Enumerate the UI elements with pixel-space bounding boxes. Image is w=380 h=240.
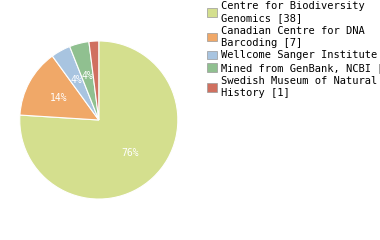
Wedge shape	[20, 56, 99, 120]
Text: 14%: 14%	[50, 93, 67, 103]
Text: 76%: 76%	[121, 148, 139, 158]
Text: 4%: 4%	[82, 71, 93, 81]
Text: 4%: 4%	[71, 75, 82, 85]
Legend: Centre for Biodiversity
Genomics [38], Canadian Centre for DNA
Barcoding [7], We: Centre for Biodiversity Genomics [38], C…	[206, 0, 380, 99]
Wedge shape	[52, 47, 99, 120]
Wedge shape	[89, 41, 99, 120]
Wedge shape	[70, 42, 99, 120]
Wedge shape	[20, 41, 178, 199]
